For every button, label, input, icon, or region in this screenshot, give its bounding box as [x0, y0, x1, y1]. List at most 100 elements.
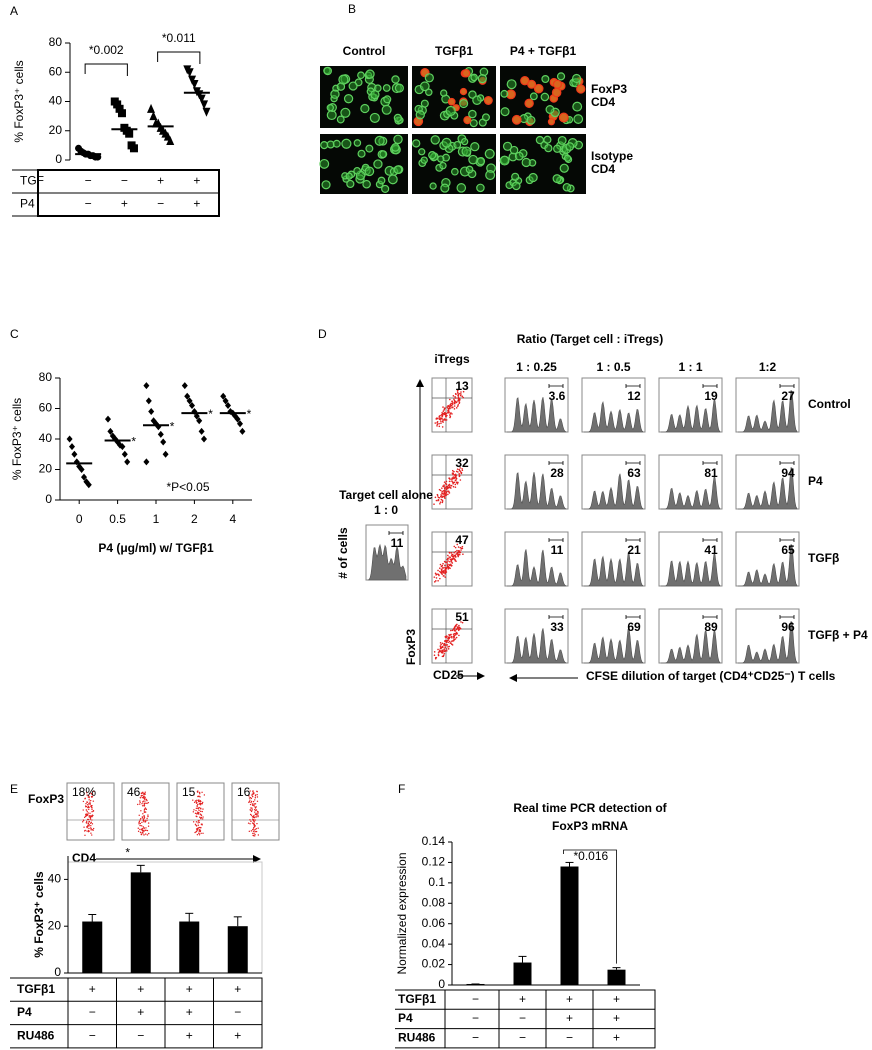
cell [552, 79, 563, 89]
event-dot [455, 393, 457, 396]
event-dot [458, 624, 460, 627]
event-dot [447, 409, 449, 412]
cell [557, 135, 567, 145]
event-dot [448, 407, 451, 410]
event-dot [87, 812, 90, 814]
event-dot [199, 830, 201, 833]
event-dot [257, 812, 259, 814]
data-point [166, 135, 175, 145]
event-dot [450, 643, 453, 646]
table-cell: − [85, 197, 92, 211]
gate [625, 461, 641, 465]
cell [373, 84, 382, 93]
cell [412, 139, 421, 148]
event-dot [197, 790, 199, 792]
event-dot [192, 821, 195, 823]
event-dot [256, 790, 258, 793]
table-cell: − [89, 1005, 96, 1019]
event-dot [197, 822, 199, 824]
event-dot [455, 401, 458, 404]
event-dot [446, 487, 448, 489]
event-dot [195, 825, 198, 827]
table-cell: + [89, 982, 96, 996]
event-dot [442, 421, 444, 423]
event-dot [441, 490, 444, 493]
event-dot [83, 830, 86, 832]
event-dot [254, 835, 256, 837]
event-dot [436, 425, 438, 427]
event-dot [449, 478, 451, 480]
event-dot [443, 575, 445, 577]
event-dot [450, 629, 452, 632]
event-dot [85, 805, 88, 808]
histogram [661, 476, 721, 510]
event-dot [195, 807, 198, 810]
event-dot [444, 494, 446, 496]
event-dot [143, 810, 146, 812]
event-dot [90, 825, 92, 827]
cell [551, 87, 562, 98]
significance-star: * [125, 846, 130, 860]
event-dot [254, 828, 256, 831]
event-dot [438, 488, 441, 491]
y-axis-label: % FoxP3⁺ cells [12, 60, 26, 142]
event-dot [142, 800, 145, 802]
table-row-label: TGFβ1 [17, 982, 55, 996]
event-dot [91, 823, 94, 825]
event-dot [140, 792, 143, 794]
gate-percent: 11 [391, 536, 404, 550]
table-cell: − [566, 1030, 573, 1044]
event-dot [144, 821, 147, 823]
y-axis-label: % FoxP3⁺ cells [32, 871, 46, 958]
event-dot [437, 654, 440, 657]
event-dot [146, 799, 148, 802]
event-dot [457, 551, 459, 554]
event-dot [139, 801, 141, 804]
data-point [225, 401, 231, 409]
bracket [84, 63, 128, 76]
event-dot [442, 410, 445, 412]
event-dot [256, 822, 258, 825]
cell [456, 183, 467, 193]
data-point [184, 392, 191, 400]
event-dot [88, 808, 90, 811]
panel-title: Ratio (Target cell : iTregs) [517, 332, 663, 346]
event-dot [438, 418, 441, 421]
gate [779, 461, 795, 465]
y-tick-label: 80 [39, 370, 53, 384]
event-dot [444, 564, 446, 567]
event-dot [91, 815, 93, 818]
bar [82, 921, 103, 973]
gate-percent: 21 [627, 543, 641, 557]
event-dot [439, 495, 442, 498]
event-dot [147, 801, 150, 804]
event-dot [447, 560, 449, 562]
x-axis-label: CD25 [433, 668, 464, 682]
data-point [143, 458, 150, 466]
cell [459, 99, 469, 109]
event-dot [436, 421, 439, 423]
gate [702, 384, 718, 388]
event-dot [87, 822, 90, 825]
event-dot [457, 393, 460, 396]
cell [346, 179, 355, 189]
cell [445, 105, 456, 117]
data-point [198, 427, 205, 435]
cell [565, 142, 575, 151]
data-point [69, 443, 75, 451]
event-dot [144, 800, 146, 802]
event-dot [445, 640, 448, 642]
event-dot [439, 417, 442, 419]
event-dot [143, 811, 146, 813]
cell [558, 112, 569, 123]
cell [483, 96, 493, 105]
event-dot [143, 817, 145, 820]
event-dot [199, 828, 201, 831]
event-dot [457, 626, 460, 628]
event-dot [193, 794, 195, 796]
event-dot [145, 802, 147, 804]
cell [553, 144, 562, 153]
event-dot [89, 822, 92, 824]
cell [374, 135, 385, 146]
event-dot [452, 555, 455, 558]
